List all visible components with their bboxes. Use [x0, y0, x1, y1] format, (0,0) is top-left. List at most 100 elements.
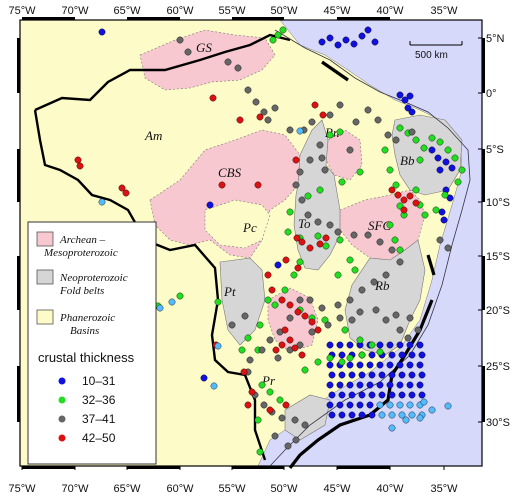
point-light-blue: [386, 401, 394, 409]
point-light-blue: [388, 424, 396, 432]
point-42-50: [298, 351, 306, 359]
point-light-blue: [156, 304, 164, 312]
point-10-31: [376, 361, 384, 369]
point-42-50: [76, 162, 84, 170]
point-32-36: [269, 36, 277, 44]
point-37-41: [291, 416, 299, 424]
point-37-41: [246, 356, 254, 364]
region-tocantins-belt: [293, 119, 341, 271]
frame-segment: [17, 38, 20, 93]
point-32-36: [421, 211, 429, 219]
point-32-36: [254, 416, 262, 424]
point-37-41: [358, 286, 366, 294]
point-10-31: [358, 32, 366, 40]
point-42-50: [412, 199, 420, 207]
frame-segment: [22, 466, 75, 469]
point-10-31: [328, 411, 336, 419]
point-10-31: [428, 146, 436, 154]
point-10-31: [336, 401, 344, 409]
point-10-31: [358, 391, 366, 399]
point-37-41: [306, 296, 314, 304]
point-10-31: [206, 201, 214, 209]
point-10-31: [406, 361, 414, 369]
region-parecis-basin: [204, 199, 271, 249]
point-32-36: [458, 166, 466, 174]
bottom-x-tick-label: 35°W: [430, 483, 458, 495]
y-tick-label: 10°S: [486, 197, 510, 209]
point-37-41: [372, 306, 380, 314]
point-32-36: [381, 146, 389, 154]
region-label-to: To: [298, 216, 311, 231]
point-37-41: [286, 126, 294, 134]
legend-swatch-phan: [36, 309, 54, 325]
point-32-36: [392, 181, 400, 189]
point-37-41: [346, 146, 354, 154]
point-37-41: [252, 98, 260, 106]
point-37-41: [184, 48, 192, 56]
point-32-36: [338, 358, 346, 366]
point-10-31: [401, 96, 409, 104]
legend-swatch-neo: [36, 269, 54, 285]
point-32-36: [326, 131, 334, 139]
y-tick-label: 30°S: [486, 417, 510, 429]
legend-archean-2: Mesoproterozoic: [43, 247, 118, 259]
point-37-41: [224, 58, 232, 66]
point-10-31: [396, 361, 404, 369]
point-37-41: [348, 316, 356, 324]
frame-segment: [482, 38, 485, 93]
point-32-36: [286, 208, 294, 216]
station-points: [74, 26, 466, 456]
scale-bar-label: 500 km: [415, 50, 448, 61]
legend-box: [27, 221, 157, 465]
legend: Archean – Mesoproterozoic Neoproterozoic…: [27, 221, 157, 465]
point-10-31: [318, 38, 326, 46]
point-32-36: [301, 366, 309, 374]
point-42-50: [322, 234, 330, 242]
point-37-41: [444, 244, 452, 252]
point-32-36: [396, 124, 404, 132]
point-10-31: [398, 351, 406, 359]
point-37-41: [392, 136, 400, 144]
frame-segment: [127, 17, 180, 20]
point-light-blue: [214, 342, 222, 350]
point-32-36: [428, 134, 436, 142]
point-37-41: [318, 154, 326, 162]
point-37-41: [296, 341, 304, 349]
point-10-31: [364, 26, 372, 34]
point-37-41: [364, 106, 372, 114]
point-10-31: [358, 411, 366, 419]
point-42-50: [286, 301, 294, 309]
point-32-36: [454, 178, 462, 186]
crustal-label-3: 37–41: [82, 412, 116, 426]
y-tick-label: 25°S: [486, 361, 510, 373]
point-37-41: [260, 401, 268, 409]
bottom-x-tick-label: 70°W: [61, 483, 89, 495]
point-10-31: [368, 391, 376, 399]
point-10-31: [434, 154, 442, 162]
point-42-50: [293, 234, 301, 242]
bottom-x-tick-label: 60°W: [166, 483, 194, 495]
point-37-41: [318, 304, 326, 312]
point-10-31: [368, 351, 376, 359]
top-x-tick-label: 55°W: [218, 5, 246, 17]
point-37-41: [396, 326, 404, 334]
point-32-36: [266, 388, 274, 396]
crustal-dot-4: [58, 434, 66, 442]
point-32-36: [316, 186, 324, 194]
region-label-sfc: SFC: [368, 218, 391, 233]
region-label-bb: Bb: [400, 153, 415, 168]
point-42-50: [122, 189, 130, 197]
point-42-50: [319, 111, 327, 119]
point-42-50: [286, 336, 294, 344]
point-10-31: [326, 361, 334, 369]
point-10-31: [376, 341, 384, 349]
point-10-31: [408, 371, 416, 379]
point-37-41: [314, 218, 322, 226]
point-37-41: [364, 231, 372, 239]
frame-segment: [337, 466, 390, 469]
point-42-50: [301, 312, 309, 320]
point-37-41: [324, 321, 332, 329]
point-37-41: [286, 314, 294, 322]
thick-margin-1: [321, 60, 349, 82]
